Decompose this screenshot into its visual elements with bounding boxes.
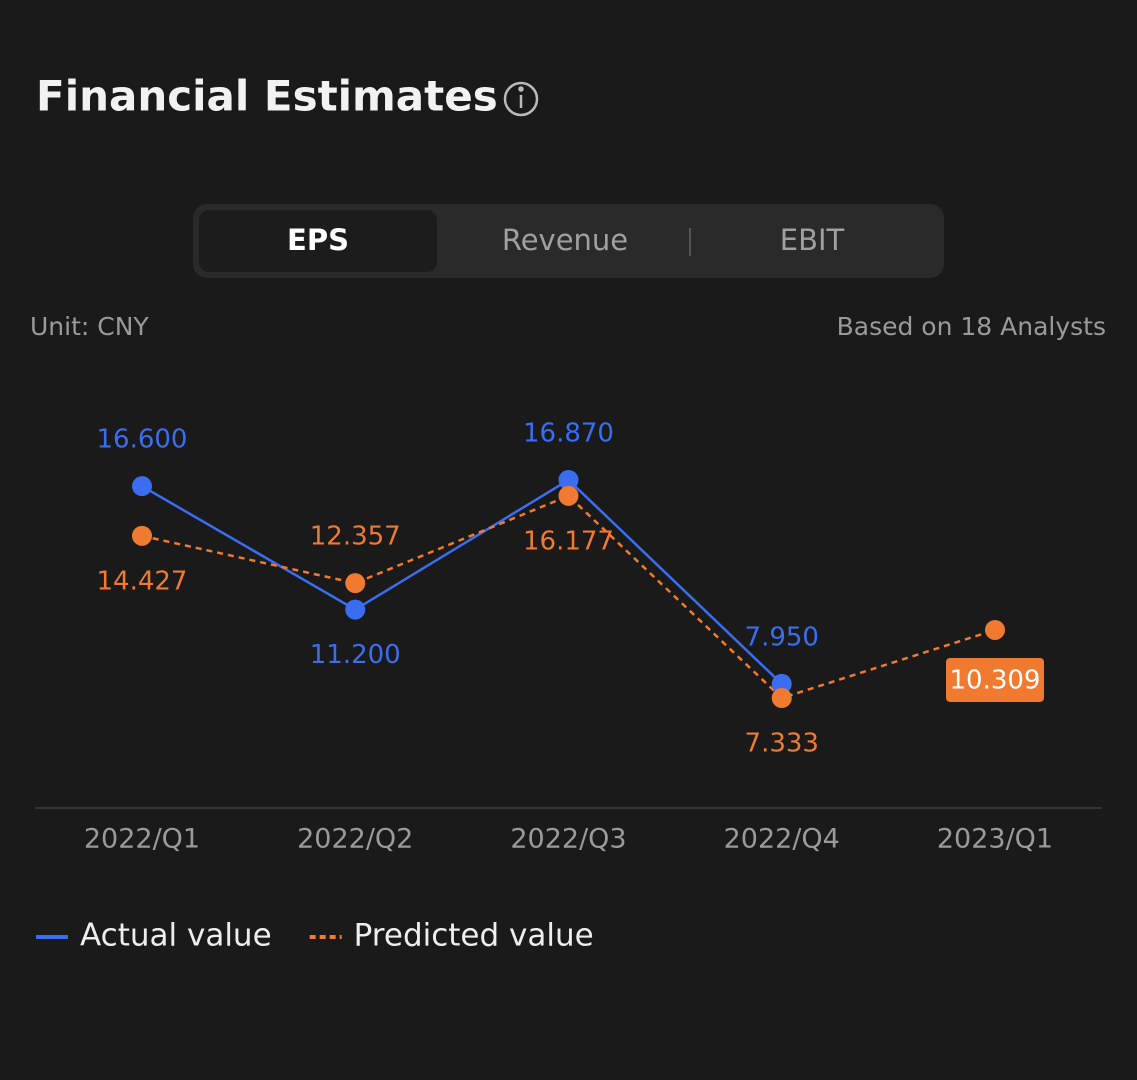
series-line (141, 494, 996, 700)
title: Financial Estimates (36, 72, 498, 121)
x-tick-label: 2022/Q1 (84, 824, 200, 855)
value-label-box (946, 657, 1044, 702)
tab[interactable]: EPS (287, 223, 349, 257)
value-label: 16.600 (97, 425, 188, 455)
unit-label: Unit: CNY (30, 312, 149, 341)
info-icon[interactable] (503, 81, 539, 117)
value-label: 16.870 (523, 419, 614, 449)
tab-selected (199, 210, 437, 272)
data-point (132, 476, 152, 497)
value-label: 14.427 (97, 566, 188, 596)
value-label: 12.357 (310, 522, 401, 552)
data-point (985, 619, 1005, 640)
value-label: 11.200 (310, 640, 401, 670)
value-label: 16.177 (523, 526, 614, 556)
value-label: 7.333 (745, 729, 819, 759)
data-point (558, 470, 579, 490)
legend-label: Actual value (80, 918, 272, 954)
data-point (771, 673, 792, 694)
series-line (141, 478, 783, 685)
data-point (558, 485, 579, 506)
x-tick-label: 2023/Q1 (937, 824, 1053, 855)
value-label: 7.950 (745, 622, 819, 652)
value-label: 10.309 (950, 665, 1041, 695)
tab[interactable]: EBIT (780, 223, 845, 257)
data-point (132, 525, 152, 546)
tab[interactable]: Revenue (502, 223, 628, 257)
data-point (345, 573, 366, 594)
data-point (771, 688, 792, 708)
x-tick-label: 2022/Q3 (510, 824, 626, 855)
x-tick-label: 2022/Q2 (297, 824, 413, 855)
x-tick-label: 2022/Q4 (724, 824, 840, 855)
data-point (345, 599, 366, 620)
analysts-label: Based on 18 Analysts (837, 312, 1106, 341)
legend-label: Predicted value (354, 918, 594, 954)
